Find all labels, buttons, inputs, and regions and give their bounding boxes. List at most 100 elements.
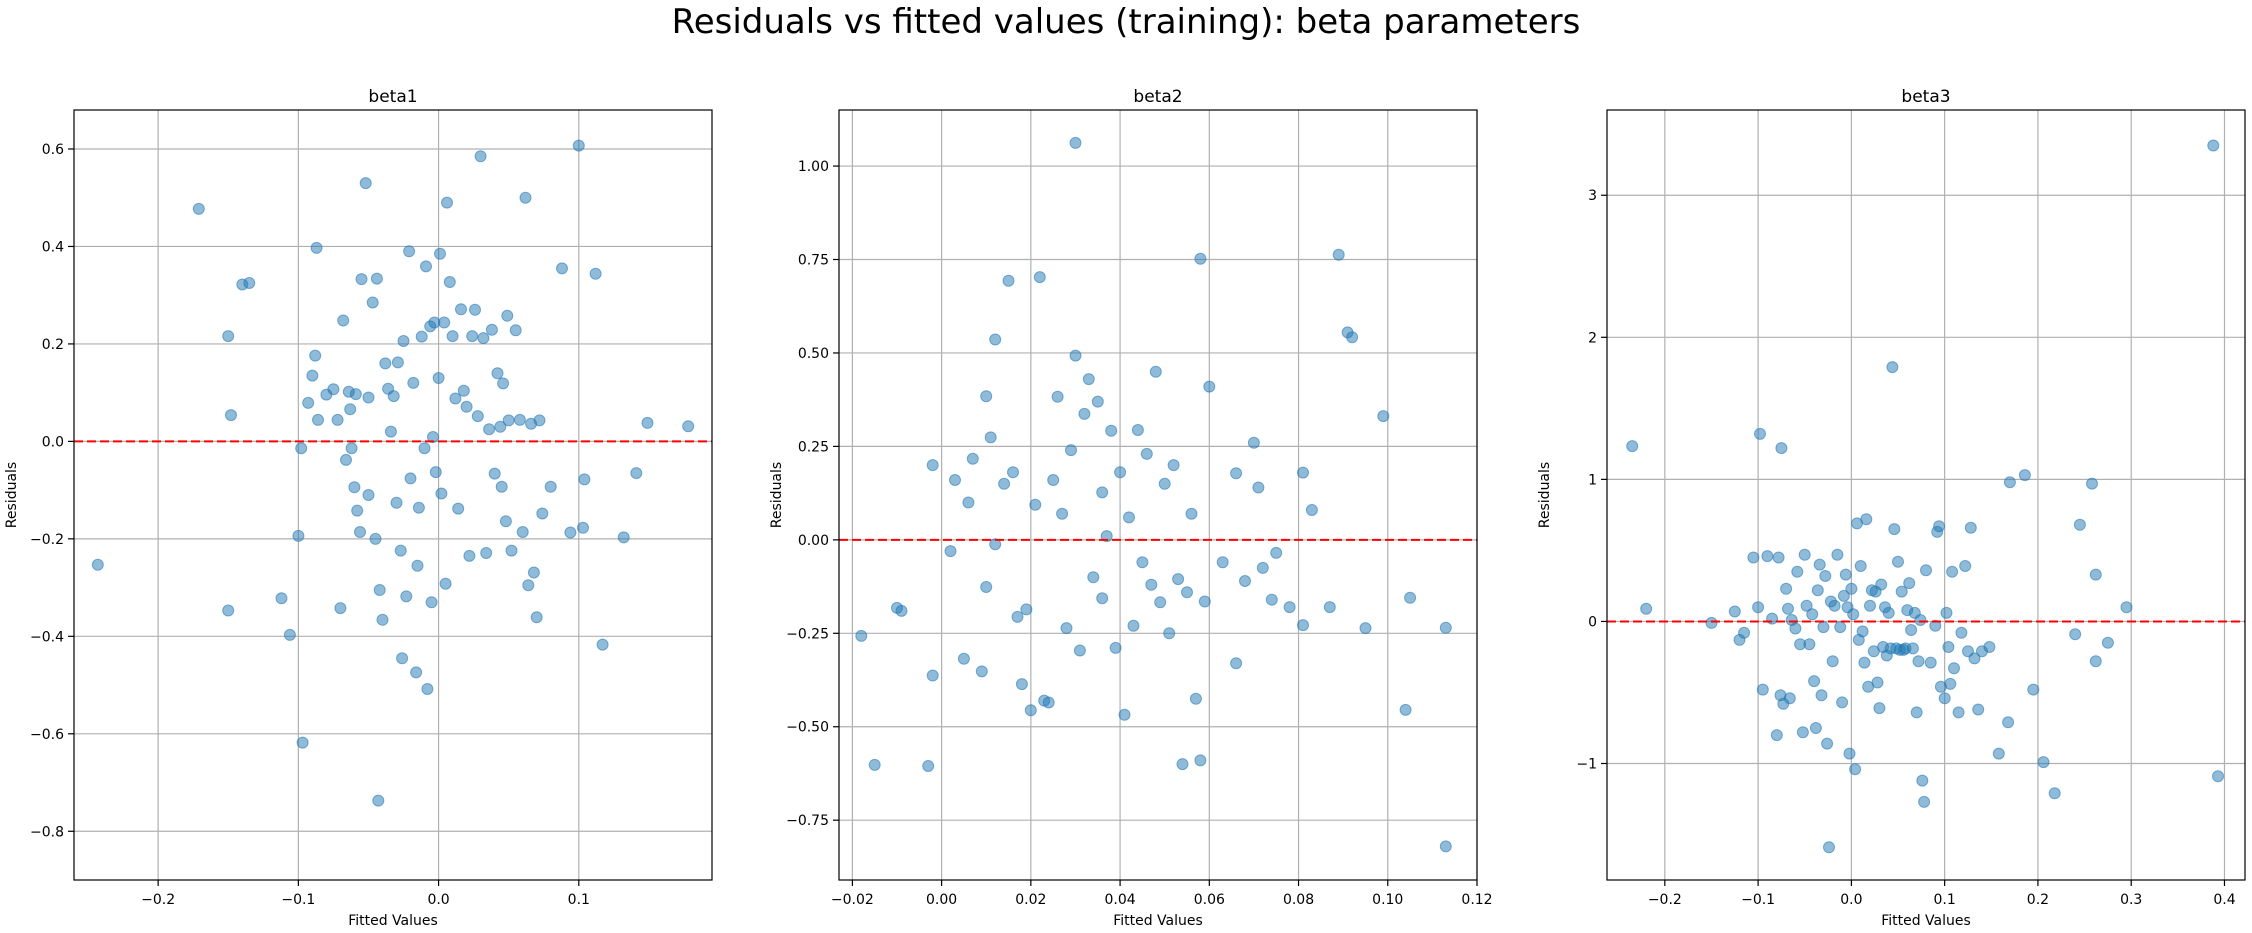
data-point: [1305, 504, 1318, 516]
x-tick-label: −0.02: [831, 892, 874, 908]
data-point: [1845, 582, 1858, 595]
data-point: [1096, 486, 1109, 499]
data-point: [516, 526, 529, 538]
x-tick-label: 0.1: [1934, 892, 1956, 908]
data-point: [1856, 625, 1869, 638]
data-point: [1854, 560, 1867, 572]
data-point: [1775, 442, 1788, 455]
data-point: [296, 736, 309, 749]
data-point: [355, 273, 368, 286]
data-point: [407, 376, 420, 389]
data-point: [1073, 644, 1086, 657]
data-point: [519, 191, 532, 204]
data-point: [466, 330, 479, 343]
data-point: [397, 335, 410, 347]
data-point: [1047, 474, 1060, 486]
data-point: [682, 420, 695, 433]
data-point: [1819, 570, 1832, 582]
data-point: [1964, 521, 1977, 534]
data-point: [1752, 601, 1765, 614]
y-axis-label: Residuals: [1537, 462, 1553, 528]
data-point: [544, 480, 557, 493]
data-point: [439, 577, 452, 590]
y-tick-label: −0.2: [30, 532, 64, 548]
data-point: [975, 665, 988, 678]
data-point: [1252, 481, 1265, 494]
data-point: [1813, 558, 1826, 571]
data-point: [1051, 390, 1064, 403]
x-tick-label: −0.2: [1648, 892, 1682, 908]
data-point: [1194, 754, 1207, 767]
data-point: [1808, 675, 1821, 688]
data-point: [434, 247, 446, 260]
data-point: [1803, 638, 1816, 651]
data-point: [1154, 596, 1167, 609]
y-tick-label: 0.4: [42, 239, 64, 255]
data-point: [366, 296, 379, 309]
data-point: [1809, 722, 1822, 734]
data-point: [1167, 459, 1180, 472]
data-point: [488, 467, 501, 480]
data-point: [1158, 477, 1171, 490]
data-point: [1149, 365, 1162, 378]
data-point: [471, 410, 484, 423]
data-point: [564, 526, 577, 539]
data-point: [1346, 331, 1359, 344]
data-point: [957, 652, 970, 665]
y-tick-label: 0: [1588, 614, 1597, 630]
data-point: [1131, 424, 1144, 436]
data-point: [1766, 612, 1779, 625]
data-point: [1297, 466, 1309, 479]
data-point: [895, 604, 908, 617]
data-point: [477, 332, 490, 345]
data-point: [1216, 556, 1229, 569]
data-point: [1843, 747, 1856, 760]
data-point: [1871, 676, 1884, 689]
data-point: [1024, 704, 1037, 717]
data-point: [1015, 678, 1028, 691]
y-tick-label: −0.8: [30, 824, 64, 840]
data-point: [1770, 729, 1783, 742]
data-point: [1033, 271, 1046, 284]
data-point: [1903, 577, 1916, 590]
data-point: [2037, 756, 2050, 769]
data-point: [1078, 407, 1091, 420]
data-point: [400, 590, 413, 603]
y-tick-label: 0.6: [42, 142, 64, 158]
data-point: [505, 544, 518, 557]
data-point: [998, 477, 1011, 490]
data-point: [922, 760, 935, 772]
data-point: [449, 392, 462, 405]
data-point: [331, 413, 344, 426]
data-point: [1105, 424, 1118, 437]
data-point: [418, 442, 431, 455]
data-point: [1359, 622, 1372, 635]
data-point: [1817, 621, 1830, 634]
x-tick-label: 0.0: [1840, 892, 1862, 908]
data-point: [1972, 703, 1985, 716]
data-point: [1127, 619, 1140, 632]
data-point: [1914, 614, 1927, 626]
data-point: [1172, 573, 1185, 586]
data-point: [1198, 595, 1211, 608]
data-point: [396, 652, 409, 665]
data-point: [868, 758, 881, 771]
data-point: [1938, 692, 1951, 705]
data-point: [1831, 548, 1844, 561]
data-point: [1968, 652, 1981, 665]
x-tick-label: 0.3: [2120, 892, 2142, 908]
x-tick-label: 0.0: [427, 892, 449, 908]
data-point: [1140, 447, 1153, 460]
data-point: [1834, 621, 1847, 634]
data-point: [1882, 606, 1895, 619]
data-point: [1176, 758, 1189, 771]
data-point: [275, 592, 288, 605]
data-point: [372, 794, 385, 807]
data-point: [455, 303, 467, 316]
y-tick-label: −0.4: [30, 629, 64, 645]
data-point: [1100, 530, 1113, 543]
data-point: [362, 489, 375, 501]
data-point: [354, 526, 366, 538]
y-tick-label: −1: [1576, 757, 1597, 773]
data-point: [1185, 507, 1198, 520]
